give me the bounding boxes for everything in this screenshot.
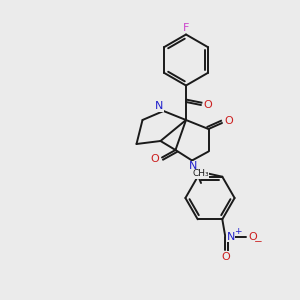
Text: F: F <box>183 23 189 33</box>
Text: +: + <box>234 227 242 236</box>
Text: CH₃: CH₃ <box>192 169 209 178</box>
Text: O: O <box>150 154 159 164</box>
Text: O: O <box>248 232 257 242</box>
Text: N: N <box>155 101 163 112</box>
Text: O: O <box>224 116 233 127</box>
Text: N: N <box>226 232 235 242</box>
Text: O: O <box>221 252 230 262</box>
Text: −: − <box>254 237 263 247</box>
Text: N: N <box>189 161 198 172</box>
Text: O: O <box>203 100 212 110</box>
